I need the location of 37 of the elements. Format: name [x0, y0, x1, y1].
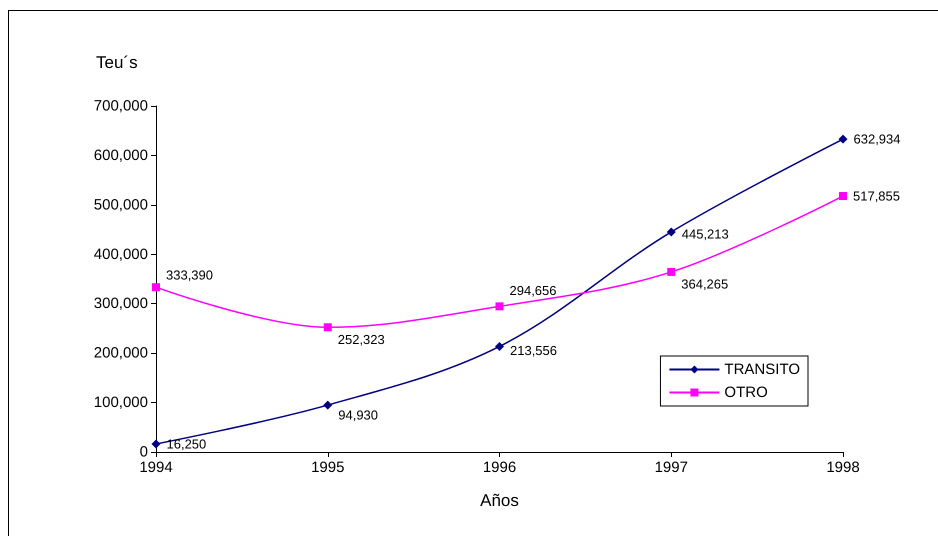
y-tick-label: 700,000	[94, 98, 148, 114]
y-tick-label: 200,000	[94, 344, 148, 362]
point	[495, 342, 504, 351]
point	[838, 134, 848, 144]
x-axis-title: Años	[480, 491, 519, 510]
point	[496, 302, 504, 310]
data-label: 517,855	[853, 188, 900, 204]
data-label: 294,656	[510, 282, 556, 298]
point	[152, 439, 160, 448]
point	[667, 268, 676, 276]
y-tick-label: 0	[140, 444, 148, 460]
point	[152, 283, 160, 292]
x-tick-label: 1995	[311, 459, 344, 476]
data-label: 445,213	[682, 226, 729, 242]
x-tick-label: 1996	[482, 459, 516, 476]
data-label: 333,390	[166, 268, 213, 283]
y-axis-title: Teu´s	[96, 53, 138, 72]
y-tick-label: 600,000	[94, 146, 148, 164]
x-tick-label: 1994	[139, 459, 173, 476]
y-tick-label: 300,000	[94, 295, 148, 312]
data-label: 252,323	[338, 332, 385, 347]
legend-label: TRANSITO	[724, 361, 800, 378]
x-tick-label: 1997	[654, 459, 688, 476]
y-tick-label: 400,000	[94, 246, 148, 263]
legend-label: OTRO	[724, 384, 768, 401]
point	[839, 192, 847, 200]
x-tick-label: 1998	[826, 459, 860, 476]
data-label: 94,930	[338, 408, 378, 423]
data-label: 16,250	[166, 436, 206, 452]
y-tick-label: 100,000	[94, 394, 148, 412]
data-label: 364,265	[681, 276, 728, 292]
point	[666, 227, 676, 236]
y-tick-label: 500,000	[94, 196, 148, 214]
point	[324, 323, 332, 332]
point	[323, 400, 332, 410]
data-label: 213,556	[510, 342, 557, 358]
data-label: 632,934	[854, 132, 900, 147]
